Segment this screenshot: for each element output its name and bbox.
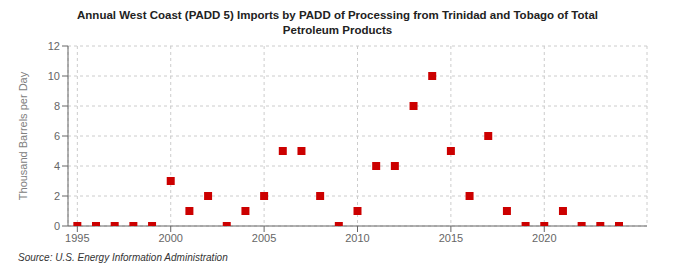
svg-text:1995: 1995: [65, 232, 89, 244]
svg-text:2: 2: [54, 190, 60, 202]
svg-text:4: 4: [54, 160, 60, 172]
html-text:Annual West Coast (PADD 5) Imp: Annual West Coast (PADD 5) Imports by PA…: [77, 9, 598, 21]
svg-text:0: 0: [54, 220, 60, 232]
svg-text:2015: 2015: [439, 232, 463, 244]
html-text:Source: U.S. Energy Informatio: Source: U.S. Energy Information Administ…: [18, 252, 228, 263]
svg-text:2000: 2000: [158, 232, 182, 244]
svg-text:6: 6: [54, 130, 60, 142]
svg-text:8: 8: [54, 100, 60, 112]
svg-text:2005: 2005: [252, 232, 276, 244]
svg-text:12: 12: [48, 40, 60, 52]
html-text:Petroleum Products: Petroleum Products: [282, 24, 393, 36]
svg-text:Thousand Barrels per Day: Thousand Barrels per Day: [17, 71, 29, 200]
svg-text:10: 10: [48, 70, 60, 82]
svg-text:2020: 2020: [532, 232, 556, 244]
svg-text:2010: 2010: [345, 232, 369, 244]
